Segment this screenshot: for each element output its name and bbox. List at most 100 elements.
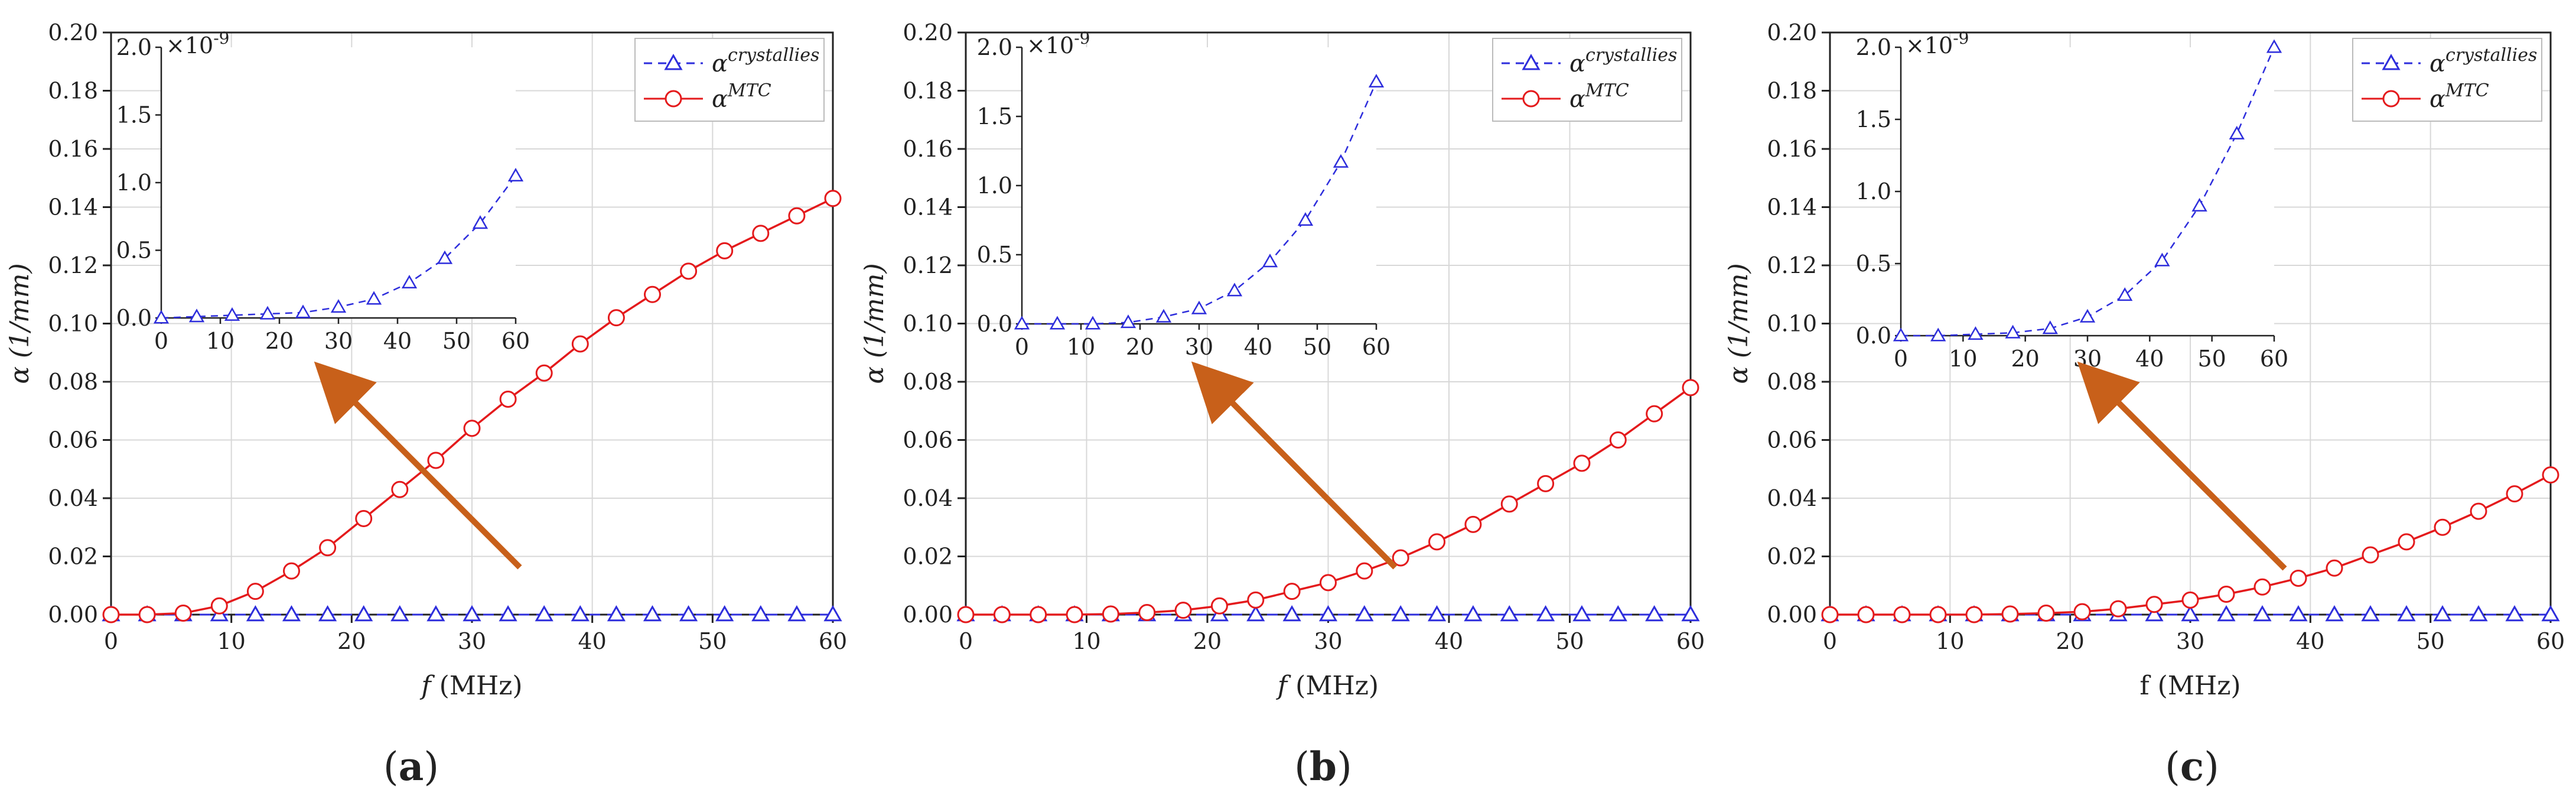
inset-x-tick-label: 10	[1067, 334, 1095, 360]
y-tick-label: 0.14	[1767, 194, 1817, 220]
y-tick-label: 0.04	[903, 485, 953, 511]
legend-box	[2352, 38, 2542, 122]
inset-data-point	[2154, 252, 2170, 267]
inset-x-tick-label: 10	[1949, 346, 1977, 372]
inset-y-tick-label: 1.5	[977, 103, 1012, 129]
data-point-mtc	[2037, 605, 2055, 622]
data-point-mtc	[1030, 606, 1047, 623]
inset-data-point	[2079, 308, 2096, 323]
y-tick-label: 0.06	[1767, 427, 1817, 453]
data-point-crystallies	[426, 605, 445, 622]
data-point-mtc	[246, 583, 264, 600]
data-point-mtc	[283, 562, 300, 580]
inset-data-point	[1120, 314, 1136, 329]
x-tick-label: 60	[819, 628, 847, 654]
x-tick-label: 40	[578, 628, 606, 654]
inset-x-tick-label: 30	[2073, 346, 2102, 372]
legend-box	[1492, 38, 1682, 122]
inset-y-tick-label: 1.0	[1856, 178, 1891, 204]
y-tick-label: 0.12	[1767, 252, 1817, 278]
inset-x-tick-label: 10	[206, 328, 235, 354]
data-point-crystallies	[354, 605, 373, 622]
data-point-mtc	[993, 606, 1011, 623]
panel-label-open: (	[1294, 744, 1310, 790]
y-tick-label: 0.02	[1767, 544, 1817, 570]
data-point-crystallies	[823, 605, 842, 622]
y-tick-label: 0.20	[903, 20, 953, 46]
y-tick-label: 0.02	[903, 544, 953, 570]
data-point-crystallies	[2145, 605, 2164, 622]
panel-label-close: )	[1337, 744, 1352, 790]
inset-data-point	[1930, 327, 1946, 342]
y-tick-label: 0.08	[48, 369, 98, 395]
inset-x-tick-label: 30	[324, 328, 353, 354]
inset-x-tick-label: 20	[2011, 346, 2039, 372]
inset-data-point	[259, 306, 276, 320]
panel-label-letter: b	[1310, 743, 1337, 790]
inset-data-point	[1368, 73, 1385, 87]
x-tick-label: 60	[1676, 628, 1705, 654]
data-point-mtc	[1857, 606, 1875, 623]
data-point-mtc	[1210, 597, 1228, 615]
data-point-mtc	[1247, 591, 1265, 609]
inset-x-tick-label: 40	[383, 328, 412, 354]
x-tick-label: 20	[337, 628, 366, 654]
inset-data-point	[1893, 327, 1909, 342]
x-axis-label: f (MHz)	[1276, 671, 1379, 701]
data-point-mtc	[1428, 533, 1446, 551]
inset-data-point	[2229, 125, 2245, 139]
data-point-crystallies	[463, 605, 481, 622]
y-tick-label: 0.20	[48, 20, 98, 46]
legend-symbol: α	[712, 86, 728, 113]
data-point-mtc	[1537, 475, 1555, 492]
inset-y-tick-label: 1.5	[116, 102, 152, 128]
inset-x-tick-label: 0	[1015, 334, 1029, 360]
data-point-mtc	[957, 606, 975, 623]
data-point-mtc	[2001, 605, 2019, 623]
legend-superscript: MTC	[1585, 80, 1629, 101]
data-point-mtc	[2145, 596, 2163, 613]
y-tick-label: 0.10	[903, 311, 953, 337]
inset-data-point	[2266, 39, 2282, 53]
data-point-crystallies	[499, 605, 517, 622]
legend-superscript: crystallies	[1585, 45, 1677, 66]
legend-symbol: α	[712, 50, 728, 77]
inset-data-point	[1014, 316, 1030, 330]
data-point-mtc	[2253, 578, 2271, 596]
legend-box	[634, 38, 825, 122]
inset-y-tick-label: 1.5	[1856, 106, 1891, 132]
inset-x-tick-label: 0	[1894, 346, 1908, 372]
inset-y-tick-label: 1.0	[977, 173, 1012, 199]
x-tick-label: 50	[698, 628, 727, 654]
data-point-mtc	[752, 225, 770, 242]
y-tick-label: 0.06	[903, 427, 953, 453]
data-point-mtc	[463, 420, 481, 437]
data-point-crystallies	[1427, 605, 1447, 622]
y-tick-label: 0.10	[48, 311, 98, 337]
inset-background	[161, 47, 516, 318]
x-tick-label: 0	[1823, 628, 1837, 654]
legend-label-mtc: αMTC	[2430, 80, 2489, 113]
legend-label-crystallies: αcrystallies	[1569, 45, 1677, 77]
y-tick-label: 0.14	[903, 194, 953, 220]
data-point-mtc	[2398, 533, 2415, 551]
panel-label-letter: a	[399, 743, 424, 790]
x-tick-label: 20	[1193, 628, 1222, 654]
data-point-mtc	[1500, 495, 1518, 513]
x-tick-label: 20	[2056, 628, 2084, 654]
inset-x-tick-label: 60	[501, 328, 530, 354]
data-point-mtc	[1682, 379, 1699, 397]
inset-multiplier: ×10-9	[166, 28, 229, 59]
data-point-mtc	[1283, 583, 1301, 600]
inset-x-tick-label: 50	[2197, 346, 2226, 372]
inset-multiplier-base: ×10	[1027, 33, 1074, 59]
data-point-crystallies	[1536, 605, 1555, 622]
panel-label-close: )	[424, 744, 439, 790]
data-point-mtc	[2434, 518, 2451, 536]
legend-marker-crystallies	[1522, 53, 1541, 70]
y-tick-label: 0.16	[903, 136, 953, 162]
legend-label-mtc: αMTC	[712, 80, 771, 113]
legend-marker-crystallies	[664, 53, 683, 70]
inset-multiplier-exponent: -9	[1953, 28, 1969, 48]
